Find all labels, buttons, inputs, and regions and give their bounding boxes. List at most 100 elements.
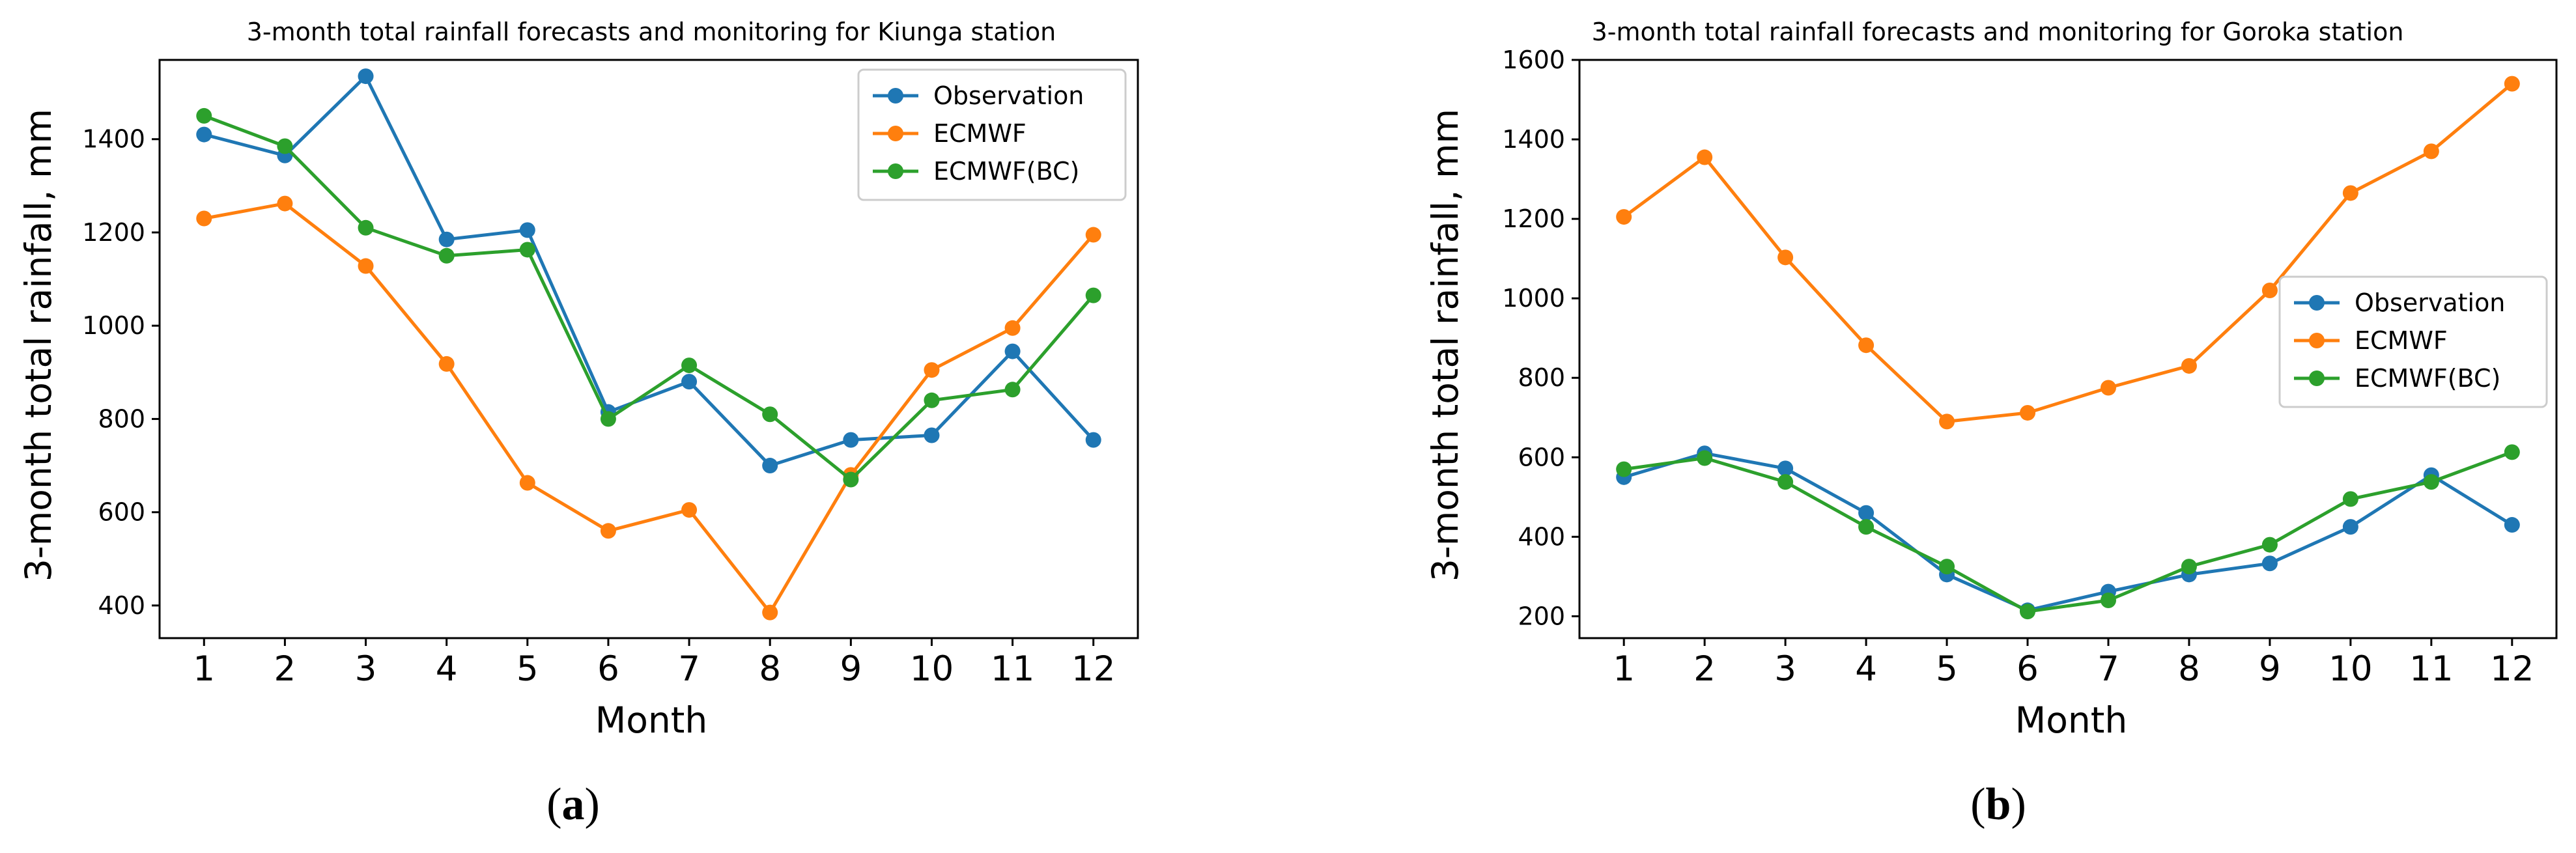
x-tick-label: 2: [274, 649, 296, 689]
data-point-ecmwf-bc: [762, 406, 778, 423]
legend-label: ECMWF: [2355, 326, 2448, 355]
x-tick-label: 8: [2178, 649, 2200, 689]
data-point-ecmwf: [438, 356, 455, 372]
y-tick-label: 600: [98, 498, 145, 527]
legend-marker: [2309, 371, 2325, 386]
data-point-ecmwf-bc: [358, 219, 374, 236]
x-tick-label: 3: [1774, 649, 1796, 689]
x-tick-label: 12: [1071, 649, 1115, 689]
data-point-ecmwf: [196, 210, 212, 227]
data-point-ecmwf: [358, 258, 374, 274]
legend-marker: [888, 126, 903, 141]
data-point-observation: [519, 222, 535, 238]
x-tick-label: 9: [2259, 649, 2281, 689]
legend-box: [2278, 275, 2548, 408]
data-point-ecmwf-bc: [1085, 287, 1101, 303]
data-point-ecmwf-bc: [2423, 474, 2439, 490]
data-point-observation: [1858, 505, 1875, 521]
data-point-ecmwf: [600, 523, 616, 539]
x-tick-label: 12: [2490, 649, 2534, 689]
data-point-ecmwf: [1777, 249, 1794, 266]
legend-marker: [2309, 333, 2325, 348]
x-tick-label: 4: [436, 649, 458, 689]
series-line-ecmwf-bc: [1623, 451, 2513, 613]
data-point-ecmwf-bc: [843, 471, 859, 488]
x-tick-label: 3: [355, 649, 377, 689]
data-point-observation: [843, 432, 859, 448]
legend-marker: [888, 163, 903, 179]
legend-marker: [2309, 295, 2325, 311]
chart-title: 3-month total rainfall forecasts and mon…: [247, 18, 1056, 46]
y-tick-label: 1000: [82, 311, 145, 340]
legend-marker: [888, 88, 903, 104]
data-point-ecmwf: [1004, 320, 1021, 336]
data-point-ecmwf-bc: [924, 392, 940, 408]
data-point-ecmwf-bc: [196, 107, 212, 124]
y-axis-label: 3-month total rainfall, mm: [18, 109, 59, 581]
data-point-observation: [1004, 343, 1021, 359]
series-line-ecmwf-bc: [203, 114, 1095, 481]
x-tick-label: 8: [759, 649, 781, 689]
y-tick-label: 200: [1518, 602, 1565, 630]
x-tick-label: 6: [597, 649, 619, 689]
x-tick-label: 9: [840, 649, 862, 689]
panel-label-b: (b): [1970, 779, 2026, 830]
x-tick-label: 4: [1855, 649, 1877, 689]
series-line-ecmwf: [1622, 82, 2513, 423]
y-tick-label: 1600: [1502, 46, 1565, 74]
series-line-observation: [1623, 451, 2513, 612]
y-tick-label: 1400: [1502, 125, 1565, 154]
data-point-observation: [358, 68, 374, 85]
y-tick-label: 1200: [1502, 204, 1565, 233]
legend-label: Observation: [933, 81, 1084, 110]
data-point-ecmwf: [1939, 413, 1955, 430]
y-tick-label: 1200: [82, 218, 145, 247]
data-point-observation: [2261, 555, 2278, 572]
x-axis-label: Month: [595, 699, 707, 741]
data-point-ecmwf-bc: [1777, 474, 1794, 490]
y-tick-label: 1400: [82, 125, 145, 154]
x-tick-label: 10: [910, 649, 954, 689]
axes-frame: [158, 59, 1139, 639]
data-point-ecmwf-bc: [2504, 444, 2520, 460]
data-point-observation: [196, 126, 212, 143]
data-point-ecmwf: [1616, 209, 1632, 225]
x-tick-label: 1: [193, 649, 215, 689]
data-point-observation: [1085, 432, 1101, 448]
data-point-observation: [762, 458, 778, 474]
data-point-ecmwf: [1858, 337, 1875, 354]
data-point-ecmwf: [2100, 380, 2116, 396]
data-point-ecmwf-bc: [681, 357, 698, 374]
legend-label: ECMWF(BC): [2355, 364, 2500, 393]
data-point-ecmwf: [2020, 404, 2036, 421]
data-point-ecmwf: [2504, 76, 2520, 92]
x-tick-label: 5: [1936, 649, 1958, 689]
x-tick-label: 10: [2328, 649, 2372, 689]
y-tick-label: 600: [1518, 443, 1565, 471]
legend-box: [857, 68, 1127, 201]
data-point-ecmwf: [1697, 149, 1713, 165]
x-axis-label: Month: [2015, 699, 2127, 741]
data-point-ecmwf: [924, 362, 940, 378]
x-tick-label: 11: [2409, 649, 2453, 689]
data-point-ecmwf: [2181, 357, 2197, 374]
data-point-ecmwf: [681, 502, 698, 518]
data-point-ecmwf-bc: [2100, 593, 2116, 609]
data-point-ecmwf-bc: [1616, 461, 1632, 477]
data-point-ecmwf-bc: [1939, 559, 1955, 575]
legend: Observation ECMWF ECMWF(BC): [857, 68, 1127, 201]
series-line-observation: [203, 74, 1095, 468]
chart-title: 3-month total rainfall forecasts and mon…: [1592, 18, 2404, 46]
data-point-observation: [924, 427, 940, 443]
data-point-observation: [681, 374, 698, 390]
x-tick-label: 6: [2017, 649, 2039, 689]
y-tick-label: 800: [1518, 363, 1565, 392]
data-point-observation: [2504, 517, 2520, 533]
data-point-ecmwf-bc: [2261, 537, 2278, 553]
x-tick-label: 7: [2097, 649, 2119, 689]
data-point-ecmwf: [519, 475, 535, 491]
y-tick-label: 1000: [1502, 284, 1565, 313]
data-point-ecmwf: [2423, 143, 2439, 160]
